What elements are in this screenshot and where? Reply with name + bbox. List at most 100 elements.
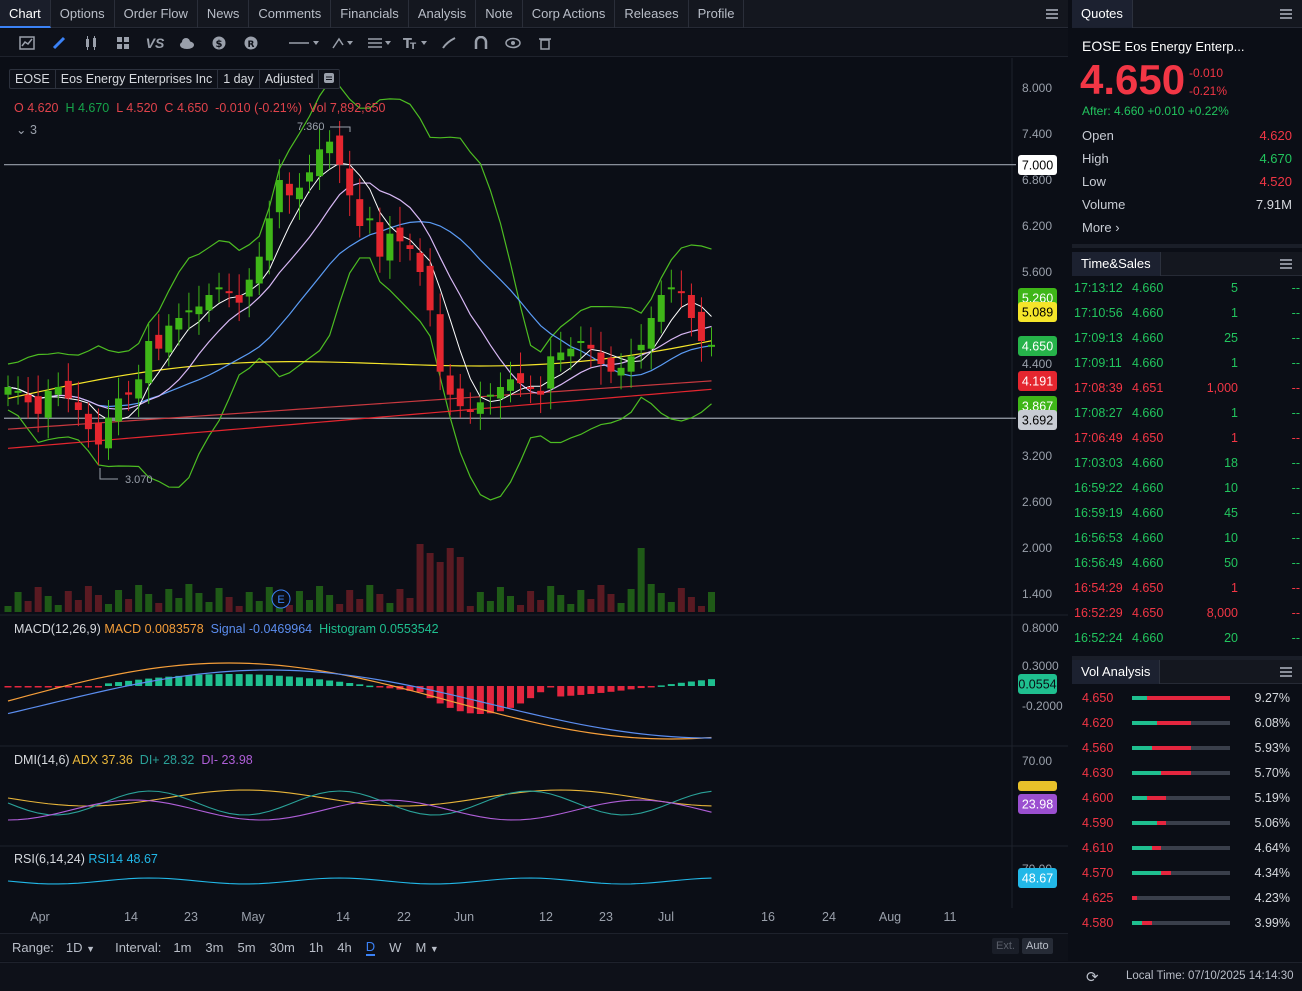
vol-analysis-list[interactable]: 4.650 9.27% 4.620 6.08% 4.560 5.93% 4.630 5.70%…: [1072, 684, 1302, 948]
time-axis-label: 22: [397, 910, 411, 924]
interval-w[interactable]: W: [389, 940, 402, 955]
cloud-icon[interactable]: [174, 31, 200, 55]
range-label: Range:: [12, 940, 54, 955]
open-label: O: [14, 101, 24, 115]
candle-body: [708, 344, 715, 347]
adjust-label[interactable]: Adjusted: [260, 70, 320, 88]
macd-histogram-bar: [84, 686, 92, 688]
va-price: 4.650: [1082, 690, 1114, 705]
volume-bar: [627, 589, 635, 612]
vol-analysis-title[interactable]: Vol Analysis: [1072, 660, 1161, 684]
tab-corp-actions[interactable]: Corp Actions: [523, 0, 616, 28]
quotes-title[interactable]: Quotes: [1072, 0, 1133, 28]
candle-body: [285, 183, 293, 196]
candlestick-icon[interactable]: [78, 31, 104, 55]
tab-order-flow[interactable]: Order Flow: [115, 0, 198, 28]
ts-volume: 50: [1224, 556, 1238, 570]
replay-icon[interactable]: R: [238, 31, 264, 55]
candle-body: [517, 373, 525, 384]
macd-histogram-bar: [306, 678, 313, 686]
ext-button[interactable]: Ext.: [992, 938, 1019, 954]
more-label[interactable]: More ›: [1082, 220, 1120, 235]
layout-grid-icon[interactable]: [110, 31, 136, 55]
tab-releases[interactable]: Releases: [615, 0, 689, 28]
candle-body: [376, 222, 384, 257]
interval-3m[interactable]: 3m: [205, 940, 224, 955]
tab-note[interactable]: Note: [476, 0, 523, 28]
eye-icon[interactable]: [500, 31, 526, 55]
magnet-icon[interactable]: [468, 31, 494, 55]
dollar-icon[interactable]: $: [206, 31, 232, 55]
rsi-legend: RSI(6,14,24) RSI14 48.67: [14, 852, 158, 866]
quotes-menu-icon[interactable]: [1280, 9, 1292, 19]
tab-profile[interactable]: Profile: [689, 0, 745, 28]
candle-body: [547, 356, 555, 389]
price-axis-label: 5.600: [1022, 265, 1052, 279]
ma-20: [7, 220, 712, 408]
chart-area[interactable]: 8.0007.4006.8006.2005.6005.0004.4003.800…: [0, 58, 1068, 933]
tab-options[interactable]: Options: [51, 0, 115, 28]
va-price: 4.590: [1082, 815, 1114, 830]
tab-financials[interactable]: Financials: [331, 0, 409, 28]
time-sales-menu-icon[interactable]: [1280, 259, 1292, 269]
auto-button[interactable]: Auto: [1022, 938, 1053, 954]
tab-comments[interactable]: Comments: [249, 0, 332, 28]
draw-tools-icon[interactable]: [328, 31, 358, 55]
vol-analysis-menu-icon[interactable]: [1280, 667, 1292, 677]
chart-canvas[interactable]: 8.0007.4006.8006.2005.6005.0004.4003.800…: [0, 58, 1068, 933]
time-sales-list[interactable]: 17:13:12 4.660 5 -- 17:10:56 4.660 1 -- 17:09:13…: [1072, 276, 1302, 660]
interval-4h[interactable]: 4h: [337, 940, 352, 955]
refresh-icon[interactable]: ⟳: [1086, 969, 1099, 986]
ts-direction: --: [1291, 306, 1300, 320]
tab-news[interactable]: News: [198, 0, 250, 28]
indicator-collapse[interactable]: ⌄ 3: [16, 122, 37, 137]
pencil-icon[interactable]: [46, 31, 72, 55]
close-value: 4.650: [176, 101, 209, 115]
candle-body: [346, 168, 354, 196]
ts-volume: 25: [1224, 331, 1238, 345]
macd-histogram-bar: [336, 681, 344, 686]
price-tag-label: 4.191: [1022, 375, 1053, 389]
va-price: 4.580: [1082, 915, 1114, 930]
ts-direction: --: [1291, 531, 1300, 545]
interval-1h[interactable]: 1h: [308, 940, 324, 955]
interval-5m[interactable]: 5m: [237, 940, 256, 955]
tab-chart[interactable]: Chart: [0, 0, 51, 28]
compare-vs-icon[interactable]: VS: [145, 34, 165, 51]
macd-histogram-bar: [567, 686, 575, 696]
symbol-info-box[interactable]: EOSE Eos Energy Enterprises Inc 1 day Ad…: [9, 69, 341, 89]
trash-icon[interactable]: [532, 31, 558, 55]
candle-body: [155, 334, 163, 349]
tab-analysis[interactable]: Analysis: [409, 0, 477, 28]
candle-body: [426, 265, 434, 311]
volume-bar: [255, 601, 263, 612]
more-link[interactable]: More ›: [1072, 216, 1302, 239]
candle-body: [456, 388, 464, 407]
volume-bar: [577, 590, 585, 612]
macd-histogram-bar: [285, 676, 293, 686]
settings-icon[interactable]: [319, 70, 339, 88]
chart-type-icon[interactable]: [14, 31, 40, 55]
ts-price: 4.660: [1132, 531, 1164, 545]
tabs-menu-icon[interactable]: [1046, 9, 1058, 19]
range-select[interactable]: 1D ▼: [66, 940, 95, 955]
volume-bar: [115, 590, 123, 612]
interval-d[interactable]: D: [365, 939, 376, 956]
interval-30m[interactable]: 30m: [269, 940, 295, 955]
brush-icon[interactable]: [436, 31, 462, 55]
time-sales-row: 16:59:19 4.660 45 --: [1072, 501, 1302, 526]
macd-histogram-bar: [667, 684, 675, 686]
period-label[interactable]: 1 day: [218, 70, 260, 88]
interval-m[interactable]: M ▼: [415, 940, 438, 955]
ts-time: 16:56:49: [1074, 556, 1123, 570]
volume-bar: [155, 603, 163, 612]
time-sales-title[interactable]: Time&Sales: [1072, 252, 1161, 276]
line-style-icon[interactable]: [286, 31, 322, 55]
indicators-icon[interactable]: [364, 31, 394, 55]
ts-volume: 1: [1231, 356, 1238, 370]
chevron-down-icon[interactable]: ⌄: [16, 123, 27, 137]
interval-1m[interactable]: 1m: [173, 940, 192, 955]
price-axis-label: 1.400: [1022, 587, 1052, 601]
volume-bar: [587, 599, 595, 612]
